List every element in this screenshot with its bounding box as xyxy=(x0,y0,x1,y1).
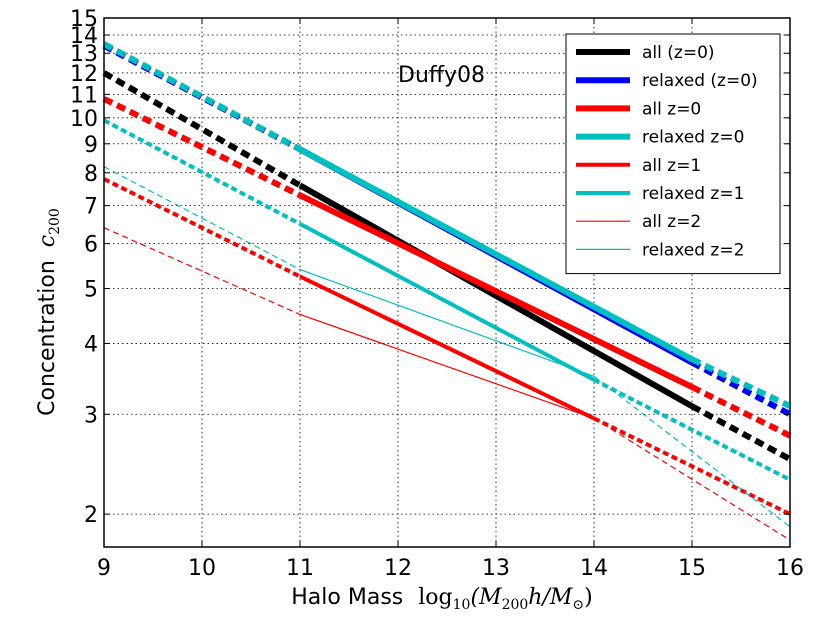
series-line-dashed xyxy=(103,227,301,315)
series-6 xyxy=(103,227,791,541)
legend: all (z=0) relaxed (z=0) all z=0 relaxed z=0… xyxy=(565,33,781,275)
y-tick-label: 13 xyxy=(70,42,98,67)
y-tick-label: 4 xyxy=(84,332,98,357)
series-line-dashed xyxy=(102,96,302,199)
series-line-dashed xyxy=(593,375,791,528)
series-line-dashed xyxy=(593,416,791,516)
series-line-solid xyxy=(298,182,694,409)
series-4 xyxy=(103,177,791,516)
y-axis-label-sym: c xyxy=(35,235,60,247)
series-group xyxy=(102,41,792,541)
axes-frame xyxy=(103,17,791,548)
annotation-label: Duffy08 xyxy=(398,63,485,88)
x-axis-label-odot: ⊙ xyxy=(572,597,584,613)
x-tick-label: 15 xyxy=(678,556,706,581)
series-7 xyxy=(103,166,791,528)
series-line-dashed xyxy=(102,41,302,152)
series-line-dashed xyxy=(103,118,301,226)
y-tick-label: 7 xyxy=(84,195,98,220)
legend-label: all z=0 xyxy=(642,99,701,119)
series-line-solid xyxy=(298,146,694,362)
series-line-solid xyxy=(299,313,595,419)
series-5 xyxy=(103,118,791,482)
x-tick-label: 10 xyxy=(188,556,216,581)
legend-label: all z=2 xyxy=(642,212,701,232)
y-axis-label-text: Concentration xyxy=(35,260,60,416)
y-tick-label: 5 xyxy=(84,278,98,303)
y-tick-label: 14 xyxy=(70,24,98,49)
x-tick-label: 13 xyxy=(482,556,510,581)
legend-label: all z=1 xyxy=(642,156,701,176)
x-axis-label-close: ) xyxy=(584,585,593,610)
x-axis-label-arg-sub: 200 xyxy=(502,597,529,613)
series-line-dashed xyxy=(690,403,792,462)
y-tick-label: 6 xyxy=(84,233,98,258)
series-line-dashed xyxy=(690,356,792,409)
series-line-solid xyxy=(299,274,595,421)
legend-label: relaxed z=2 xyxy=(642,240,744,260)
x-axis-label-fn: log xyxy=(418,585,452,610)
legend-label: relaxed (z=0) xyxy=(642,71,758,91)
series-line-dashed xyxy=(102,70,302,189)
x-axis-label-text: Halo Mass xyxy=(291,585,403,610)
y-tick-label: 8 xyxy=(84,162,98,187)
y-tick-label: 2 xyxy=(84,503,98,528)
y-tick-label: 15 xyxy=(70,7,98,32)
series-2 xyxy=(102,96,792,439)
series-line-dashed xyxy=(690,384,792,439)
x-tick-label: 9 xyxy=(97,556,111,581)
x-tick-label: 16 xyxy=(776,556,804,581)
legend-label: relaxed z=0 xyxy=(642,128,744,148)
x-tick-label: 11 xyxy=(286,556,314,581)
series-line-dashed xyxy=(103,166,301,271)
series-line-dashed xyxy=(102,43,302,152)
legend-label: relaxed z=1 xyxy=(642,184,744,204)
x-tick-label: 12 xyxy=(384,556,412,581)
y-tick-label: 12 xyxy=(70,62,98,87)
y-axis-label-sub: 200 xyxy=(47,208,63,235)
series-line-dashed xyxy=(690,359,792,417)
series-3 xyxy=(102,41,792,409)
x-axis-label-arg: (M xyxy=(470,585,502,610)
series-line-dashed xyxy=(593,378,791,482)
y-tick-label: 9 xyxy=(84,133,98,158)
legend-box xyxy=(565,33,781,275)
series-line-dashed xyxy=(593,417,791,541)
x-axis-label-mid: h/M xyxy=(528,585,573,610)
series-line-solid xyxy=(298,192,694,390)
y-axis-label: Concentration c200 xyxy=(35,208,63,416)
series-line-solid xyxy=(299,268,595,377)
series-0 xyxy=(102,70,792,462)
series-line-dashed xyxy=(103,177,301,279)
y-tick-label: 3 xyxy=(84,403,98,428)
series-line-solid xyxy=(299,222,595,382)
y-tick-label: 10 xyxy=(70,107,98,132)
x-tick-label: 14 xyxy=(580,556,608,581)
x-axis-label: Halo Mass log10(M200h/M⊙) xyxy=(291,585,592,613)
x-axis-label-fn-sub: 10 xyxy=(453,597,471,613)
y-tick-label: 11 xyxy=(70,83,98,108)
legend-label: all (z=0) xyxy=(642,43,715,63)
